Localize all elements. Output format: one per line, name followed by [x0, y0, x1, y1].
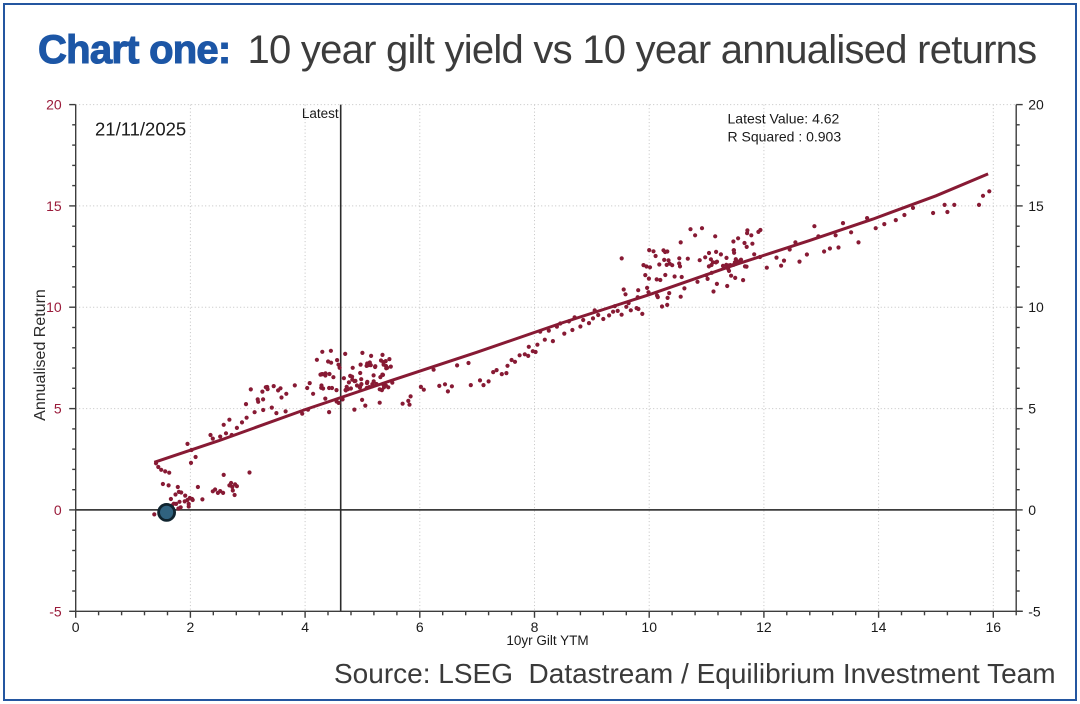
- svg-text:Annualised Return: Annualised Return: [32, 289, 49, 421]
- svg-text:8: 8: [531, 619, 539, 635]
- svg-text:12: 12: [756, 619, 772, 635]
- svg-text:15: 15: [46, 198, 62, 214]
- svg-text:Latest: Latest: [302, 106, 339, 121]
- svg-text:6: 6: [416, 619, 424, 635]
- svg-text:10: 10: [46, 299, 62, 315]
- svg-text:15: 15: [1028, 198, 1044, 214]
- svg-text:14: 14: [871, 619, 887, 635]
- svg-text:10: 10: [1028, 299, 1044, 315]
- svg-text:20: 20: [46, 97, 62, 113]
- svg-text:10yr Gilt YTM: 10yr Gilt YTM: [506, 633, 588, 648]
- svg-text:0: 0: [54, 502, 62, 518]
- svg-text:10: 10: [641, 619, 657, 635]
- svg-text:20: 20: [1028, 97, 1044, 113]
- svg-text:2: 2: [187, 619, 195, 635]
- svg-text:-5: -5: [49, 603, 62, 619]
- svg-text:R Squared : 0.903: R Squared : 0.903: [728, 129, 842, 145]
- svg-text:Latest Value: 4.62: Latest Value: 4.62: [728, 110, 840, 126]
- svg-text:0: 0: [1028, 502, 1036, 518]
- svg-text:0: 0: [72, 619, 80, 635]
- svg-text:21/11/2025: 21/11/2025: [95, 119, 186, 140]
- svg-text:16: 16: [986, 619, 1002, 635]
- svg-text:5: 5: [54, 401, 62, 417]
- svg-text:5: 5: [1028, 401, 1036, 417]
- svg-text:4: 4: [301, 619, 309, 635]
- svg-text:-5: -5: [1028, 603, 1041, 619]
